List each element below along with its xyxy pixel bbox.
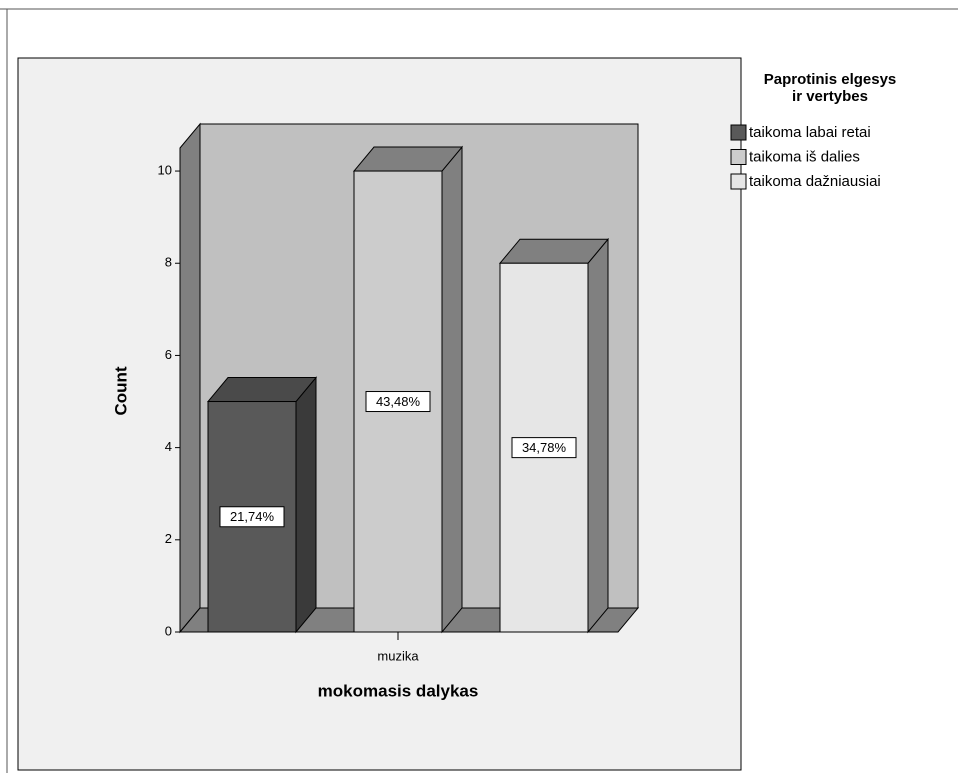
y-tick-label: 4	[165, 439, 172, 454]
legend-title: Paprotinis elgesys	[764, 71, 897, 88]
side-wall	[179, 122, 201, 634]
y-tick-label: 2	[165, 531, 172, 546]
legend-title: ir vertybes	[792, 88, 868, 105]
y-tick-label: 6	[165, 347, 172, 362]
value-label-box	[219, 506, 285, 528]
x-tick-label: muzika	[377, 648, 419, 663]
y-tick-label: 10	[158, 162, 172, 177]
legend-label: taikoma iš dalies	[749, 148, 860, 165]
value-label: 21,74%	[230, 509, 275, 524]
bar-side	[295, 376, 317, 634]
y-axis-title: Count	[111, 366, 130, 415]
value-label-box	[365, 391, 431, 413]
y-tick-label: 8	[165, 255, 172, 270]
legend-swatch	[730, 124, 747, 141]
bar-side	[587, 237, 609, 634]
value-label-box	[511, 437, 577, 459]
legend-swatch	[730, 173, 747, 190]
value-label: 43,48%	[376, 394, 421, 409]
legend-label: taikoma dažniausiai	[749, 173, 881, 190]
legend-swatch	[730, 149, 747, 165]
legend-label: taikoma labai retai	[749, 124, 871, 141]
value-label: 34,78%	[522, 440, 567, 455]
x-axis-title: mokomasis dalykas	[318, 681, 479, 700]
bar-side	[441, 145, 463, 634]
y-tick-label: 0	[165, 623, 172, 638]
